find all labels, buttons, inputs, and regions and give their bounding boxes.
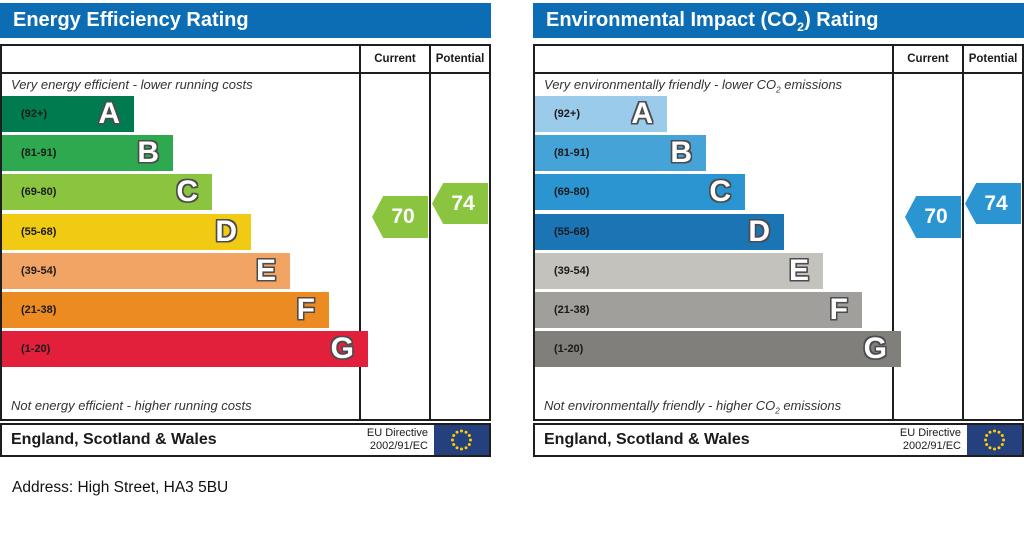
top-caption: Very environmentally friendly - lower CO… — [544, 77, 843, 95]
band-letter: E — [255, 253, 276, 287]
chart-title: Environmental Impact (CO2) Rating — [546, 9, 879, 34]
band-a: (92+) A — [2, 96, 134, 132]
band-range-label: (21-38) — [554, 303, 590, 316]
chart-title-bar: Energy Efficiency Rating — [0, 3, 491, 38]
band-f: (21-38) F — [2, 291, 329, 328]
band-b: (81-91) B — [535, 135, 706, 172]
current-rating-value: 70 — [924, 205, 948, 228]
band-range-label: (21-38) — [21, 303, 57, 316]
current-rating-arrow: 70 — [905, 196, 961, 238]
region-label: England, Scotland & Wales — [11, 431, 217, 448]
band-f: (21-38) F — [535, 291, 862, 328]
eu-flag-icon — [434, 425, 489, 455]
band-range-label: (55-68) — [554, 225, 590, 238]
potential-column-header: Potential — [968, 53, 1018, 65]
band-range-label: (55-68) — [21, 225, 57, 238]
rating-table: Current Potential Very energy efficient … — [0, 44, 491, 421]
eu-directive-label: EU Directive 2002/91/EC — [366, 427, 428, 452]
column-divider — [429, 46, 431, 419]
bottom-caption: Not energy efficient - higher running co… — [11, 398, 252, 413]
rating-bands: (92+) A (81-91) B (69-80) C (55-68) D (3… — [535, 96, 901, 370]
potential-rating-arrow: 74 — [965, 183, 1021, 224]
band-range-label: (81-91) — [21, 147, 57, 160]
band-letter: B — [670, 136, 692, 170]
chart-title-bar: Environmental Impact (CO2) Rating — [533, 3, 1024, 38]
band-letter: F — [296, 292, 315, 326]
footer-bar: England, Scotland & Wales EU Directive 20… — [0, 423, 491, 457]
band-a: (92+) A — [535, 96, 667, 132]
column-divider — [962, 46, 964, 419]
table-header-row: Current Potential — [535, 46, 1022, 74]
bottom-caption: Not environmentally friendly - higher CO… — [544, 398, 842, 416]
band-range-label: (69-80) — [554, 186, 590, 199]
band-range-label: (69-80) — [21, 186, 57, 199]
current-rating-arrow: 70 — [372, 196, 428, 238]
current-column-header: Current — [907, 53, 949, 65]
band-letter: G — [863, 332, 887, 366]
potential-rating-value: 74 — [984, 191, 1008, 215]
subscript: 2 — [776, 85, 781, 95]
band-range-label: (81-91) — [554, 147, 590, 160]
subscript: 2 — [797, 20, 805, 34]
band-range-label: (39-54) — [21, 264, 57, 277]
energy-efficiency-chart: Energy Efficiency Rating Current Potenti… — [0, 0, 491, 458]
footer-bar: England, Scotland & Wales EU Directive 20… — [533, 423, 1024, 457]
band-c: (69-80) C — [535, 174, 745, 211]
band-letter: B — [137, 136, 159, 170]
band-range-label: (92+) — [21, 108, 47, 120]
band-g: (1-20) G — [535, 331, 901, 368]
column-divider — [359, 46, 361, 419]
band-c: (69-80) C — [2, 174, 212, 211]
band-e: (39-54) E — [535, 252, 823, 289]
band-range-label: (92+) — [554, 108, 580, 120]
band-letter: G — [330, 332, 354, 366]
band-letter: D — [748, 214, 770, 248]
band-letter: A — [631, 97, 653, 130]
potential-column-header: Potential — [435, 53, 485, 65]
band-d: (55-68) D — [2, 213, 251, 250]
band-letter: A — [98, 97, 120, 130]
current-column-header: Current — [374, 53, 416, 65]
band-letter: F — [829, 292, 848, 326]
potential-rating-value: 74 — [451, 191, 475, 215]
band-letter: C — [709, 175, 731, 209]
current-rating-value: 70 — [391, 205, 415, 228]
column-divider — [892, 46, 894, 419]
band-b: (81-91) B — [2, 135, 173, 172]
band-d: (55-68) D — [535, 213, 784, 250]
chart-title: Energy Efficiency Rating — [13, 9, 249, 31]
band-e: (39-54) E — [2, 252, 290, 289]
address-line: Address: High Street, HA3 5BU — [12, 479, 229, 496]
band-range-label: (1-20) — [21, 343, 51, 356]
table-header-row: Current Potential — [2, 46, 489, 74]
band-letter: E — [788, 253, 809, 287]
band-g: (1-20) G — [2, 331, 368, 368]
rating-bands: (92+) A (81-91) B (69-80) C (55-68) D (3… — [2, 96, 368, 370]
band-letter: D — [215, 214, 237, 248]
band-letter: C — [176, 175, 198, 209]
band-range-label: (1-20) — [554, 343, 584, 356]
potential-rating-arrow: 74 — [432, 183, 488, 224]
eu-flag-icon — [967, 425, 1022, 455]
subscript: 2 — [775, 406, 780, 416]
band-range-label: (39-54) — [554, 264, 590, 277]
rating-table: Current Potential Very environmentally f… — [533, 44, 1024, 421]
eu-directive-label: EU Directive 2002/91/EC — [899, 427, 961, 452]
top-caption: Very energy efficient - lower running co… — [11, 77, 253, 92]
region-label: England, Scotland & Wales — [544, 431, 750, 448]
environmental-impact-chart: Environmental Impact (CO2) Rating Curren… — [533, 0, 1024, 458]
